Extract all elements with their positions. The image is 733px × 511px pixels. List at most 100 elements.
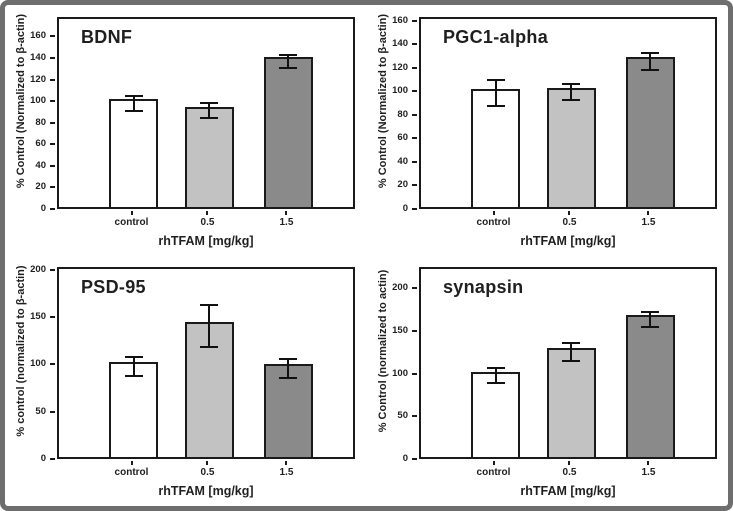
plot-area: PSD-95 [57,267,355,459]
y-tick-label: 0 [40,203,46,214]
x-tick-mark [206,211,209,215]
y-tick-mark [50,186,55,189]
x-axis-label: rhTFAM [mg/kg] [520,484,616,498]
error-bar [649,51,652,71]
x-tick-label: 1.5 [279,467,294,478]
x-tick-label: control [114,217,149,228]
y-tick-mark [412,113,417,116]
bar-1.5 [263,364,313,457]
error-bar-cap-bottom [124,109,143,112]
y-tick-label: 150 [30,311,46,323]
y-tick-label: 120 [30,73,46,85]
plot-area: BDNF [57,17,355,209]
y-tick-label: 100 [392,367,408,379]
x-tick-label: 1.5 [641,217,656,228]
y-tick-mark [412,208,417,210]
error-bar-cap-top [279,53,298,56]
error-bar-cap-bottom [486,382,505,385]
error-bar-cap-top [124,356,143,358]
bar-1.5 [625,57,675,207]
error-bar-cap-bottom [200,345,219,348]
panel-pgc1-alpha: % Control (Normalized to β-actin) PGC1-a… [367,5,728,255]
y-tick-mark [50,268,55,271]
y-tick-label: 50 [397,410,408,422]
x-tick-mark [647,211,650,215]
plot-area: PGC1-alpha [419,17,717,209]
y-tick-mark [412,330,417,332]
x-tick-label: control [476,467,511,478]
error-bar [208,102,211,120]
error-bar-cap-top [641,51,660,54]
error-bar-cap-top [486,79,505,82]
x-tick-mark [285,211,288,215]
y-tick-label: 200 [392,282,408,294]
panel-synapsin: % Control (normalized to actin) synapsin… [367,255,728,506]
y-tick-mark [412,43,417,46]
y-tick-label: 200 [30,263,46,275]
bar-control [471,371,520,457]
x-tick-label: 0.5 [200,217,215,228]
x-tick-mark [285,461,288,465]
y-tick-label: 80 [397,108,408,120]
panel-title: BDNF [81,27,133,47]
y-tick-mark [412,160,417,163]
y-tick-mark [50,78,55,81]
y-tick-label: 80 [35,116,46,128]
bar-0.5 [546,88,596,207]
y-tick-mark [50,35,55,38]
y-tick-mark [412,287,417,290]
x-tick-label: control [476,217,511,228]
panel-title: PGC1-alpha [443,27,549,47]
error-bar-cap-top [562,82,581,85]
y-tick-label: 0 [40,453,46,464]
panel-bdnf: % Control (Normalized to β-actin) BDNF 0… [5,5,367,255]
error-bar [287,357,290,379]
y-tick-label: 40 [35,159,46,171]
x-tick-mark [130,211,133,215]
y-tick-mark [412,372,417,375]
error-bar-cap-bottom [641,68,660,71]
error-bar [570,341,573,362]
error-bar-cap-bottom [279,376,298,379]
error-bar-cap-bottom [124,374,143,377]
x-tick-mark [647,461,650,465]
bar-control [109,362,158,457]
x-tick-label: 1.5 [641,467,656,478]
error-bar-cap-bottom [562,360,581,362]
bar-control [471,89,520,207]
x-axis-label: rhTFAM [mg/kg] [158,234,254,248]
y-tick-mark [412,458,417,460]
y-tick-mark [412,415,417,418]
y-tick-mark [50,363,55,366]
error-bar [287,53,290,69]
error-bar [570,82,573,102]
error-bar-cap-bottom [279,66,298,69]
y-tick-mark [412,66,417,69]
error-bar-cap-bottom [486,105,505,108]
y-tick-label: 120 [392,61,408,73]
y-tick-mark [412,184,417,187]
error-bar-cap-top [200,102,219,105]
panel-title: PSD-95 [81,277,146,297]
y-tick-mark [50,316,55,319]
y-tick-mark [50,56,55,59]
y-tick-label: 60 [35,138,46,150]
y-tick-label: 20 [35,181,46,193]
y-tick-label: 160 [30,30,46,42]
x-tick-label: 0.5 [562,467,577,478]
x-tick-label: 0.5 [200,467,215,478]
y-tick-label: 50 [35,405,46,417]
error-bar-cap-top [641,310,660,313]
x-tick-mark [568,461,571,465]
error-bar [132,356,135,377]
y-tick-mark [50,164,55,167]
y-tick-mark [50,208,55,210]
y-tick-label: 140 [30,51,46,63]
y-tick-mark [50,121,55,124]
y-tick-label: 160 [392,14,408,26]
panel-title: synapsin [443,277,524,297]
bar-0.5 [546,347,596,457]
x-axis-label: rhTFAM [mg/kg] [520,234,616,248]
error-bar-cap-bottom [562,99,581,102]
